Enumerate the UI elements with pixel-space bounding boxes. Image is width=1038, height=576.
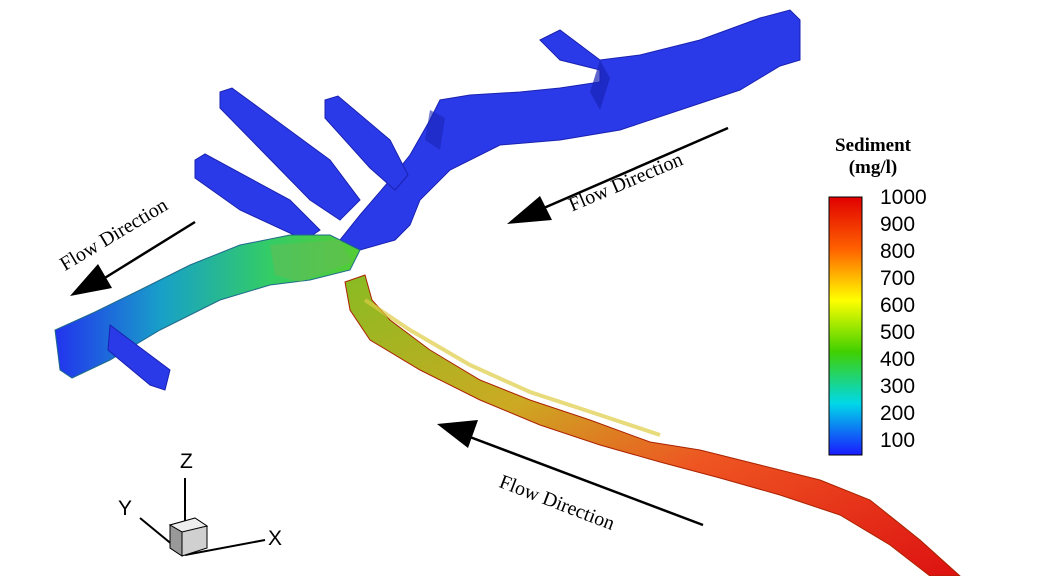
flow-arrow-lower <box>437 420 704 527</box>
right-branch <box>344 274 961 576</box>
legend-tick: 900 <box>880 213 916 236</box>
legend-tick: 400 <box>880 348 916 371</box>
legend-tick: 800 <box>880 240 916 263</box>
flow-arrow-left <box>70 220 196 296</box>
legend-colorbar <box>828 196 863 456</box>
axis-y-label: Y <box>118 497 133 520</box>
axis-z-label: Z <box>180 450 193 473</box>
legend-tick: 200 <box>880 402 916 425</box>
left-branch <box>54 234 361 391</box>
axis-x-label: X <box>268 527 283 550</box>
legend-tick: 600 <box>880 294 916 317</box>
legend-tick: 500 <box>880 321 916 344</box>
legend-tick: 300 <box>880 375 916 398</box>
upper-channel <box>339 9 801 251</box>
legend-title-line2: (mg/l) <box>848 157 898 178</box>
legend-title: Sediment (mg/l) <box>818 135 928 179</box>
legend-tick: 700 <box>880 267 916 290</box>
legend-title-line1: Sediment <box>835 135 911 156</box>
flow-arrow-upper <box>507 126 729 224</box>
side-arms <box>194 87 409 241</box>
legend-tick: 1000 <box>880 186 927 209</box>
legend-tick: 100 <box>880 429 916 452</box>
axis-triad <box>139 478 266 557</box>
